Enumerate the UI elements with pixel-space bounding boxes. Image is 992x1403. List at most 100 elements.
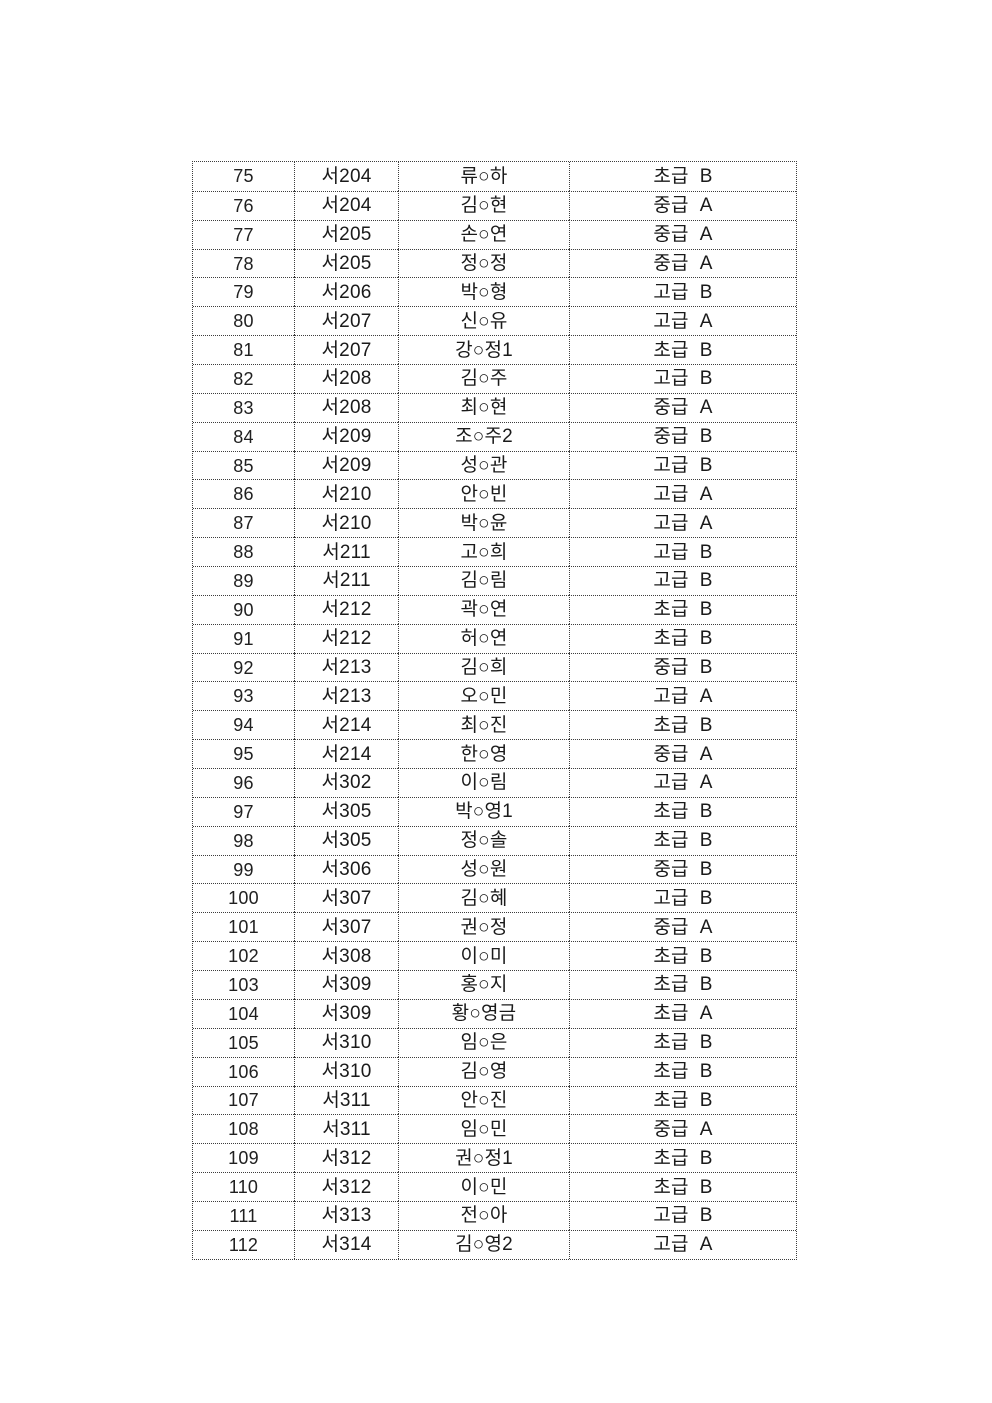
level-band-label: A	[699, 1234, 713, 1256]
level-cell: 중급 A	[569, 190, 796, 220]
student-name-cell: 이○미	[398, 941, 569, 971]
level-band-label: A	[699, 916, 713, 938]
room-code-cell: 서204	[294, 190, 398, 220]
row-number-cell: 86	[193, 479, 294, 508]
level-cell: 초급 B	[569, 335, 796, 365]
level-cell: 초급 B	[569, 1027, 796, 1057]
student-name-cell: 박○윤	[398, 508, 569, 538]
level-label: 고급	[653, 512, 689, 534]
level-label: 초급	[653, 1061, 689, 1083]
room-code-cell: 서310	[294, 1027, 398, 1057]
student-name-cell: 권○정	[398, 912, 569, 942]
room-code-cell: 서208	[294, 392, 398, 422]
student-name-cell: 안○빈	[398, 479, 569, 509]
student-name-cell: 박○형	[398, 277, 569, 307]
level-label: 중급	[653, 195, 689, 217]
level-cell: 고급 A	[569, 508, 796, 538]
level-label: 초급	[653, 714, 689, 736]
row-number-cell: 89	[193, 566, 294, 595]
room-code-cell: 서312	[294, 1172, 398, 1201]
student-name-cell: 황○영금	[398, 998, 569, 1028]
student-name-cell: 안○진	[398, 1085, 569, 1115]
student-name-cell: 최○현	[398, 392, 569, 422]
row-number-cell: 82	[193, 364, 294, 393]
level-label: 고급	[653, 368, 689, 390]
level-label: 초급	[653, 599, 689, 621]
level-label: 고급	[653, 455, 689, 477]
room-code-cell: 서206	[294, 277, 398, 307]
level-band-label: B	[699, 830, 713, 852]
row-number-cell: 75	[233, 166, 254, 187]
student-name-cell: 김○희	[398, 652, 569, 682]
level-label: 초급	[653, 945, 689, 967]
level-label: 중급	[653, 253, 689, 274]
student-name-cell: 강○정1	[398, 335, 569, 365]
level-label: 고급	[653, 541, 689, 563]
level-cell: 중급 B	[569, 421, 796, 451]
row-number-cell: 97	[193, 796, 294, 826]
row-number-cell: 93	[193, 681, 294, 710]
room-code-cell: 서214	[294, 710, 398, 740]
room-code-cell: 서311	[294, 1085, 398, 1115]
room-code-cell: 서212	[294, 623, 398, 653]
level-cell: 초급 B	[569, 1143, 796, 1173]
level-band-label: B	[699, 455, 713, 477]
room-code-cell: 서302	[294, 768, 398, 797]
student-name-cell: 곽○연	[398, 594, 569, 624]
row-number-cell: 81	[193, 335, 294, 364]
level-label: 초급	[653, 339, 689, 361]
level-label: 고급	[653, 570, 689, 592]
row-number-cell: 80	[193, 306, 294, 335]
row-number-cell: 108	[193, 1114, 294, 1143]
level-band-label: A	[699, 253, 713, 274]
room-code-cell: 서208	[294, 364, 398, 393]
row-number-cell: 96	[193, 768, 294, 797]
row-number-cell: 87	[193, 508, 294, 537]
level-cell: 초급 B	[569, 1056, 796, 1086]
level-label: 중급	[653, 859, 689, 881]
student-name-cell: 이○림	[398, 768, 569, 797]
row-number-cell: 84	[193, 421, 294, 451]
level-band-label: B	[699, 657, 713, 679]
student-name-cell: 성○관	[398, 450, 569, 480]
row-number-cell: 110	[193, 1172, 294, 1201]
student-name-cell: 고○희	[398, 537, 569, 567]
level-cell: 고급 B	[569, 364, 796, 393]
student-name-cell: 임○은	[398, 1027, 569, 1057]
level-band-label: B	[699, 1061, 713, 1083]
student-name-cell: 홍○지	[398, 970, 569, 999]
row-number-cell: 105	[193, 1027, 294, 1057]
level-cell: 초급 B	[569, 796, 796, 826]
level-label: 중급	[653, 657, 689, 679]
row-number-cell: 109	[193, 1143, 294, 1172]
row-number-cell: 76	[193, 190, 294, 220]
level-label: 중급	[653, 224, 689, 246]
level-band-label: B	[699, 801, 713, 823]
room-code-cell: 서309	[294, 970, 398, 999]
level-cell: 중급 A	[569, 739, 796, 769]
row-number-cell: 106	[193, 1056, 294, 1086]
room-code-cell: 서309	[294, 998, 398, 1028]
level-label: 초급	[653, 1089, 689, 1111]
room-code-cell: 서307	[294, 883, 398, 913]
level-cell: 초급 B	[569, 594, 796, 624]
room-code-cell: 서212	[294, 594, 398, 624]
row-number-cell: 90	[193, 594, 294, 624]
student-name-cell: 전○아	[398, 1200, 569, 1230]
level-label: 초급	[653, 1176, 689, 1198]
level-band-label: A	[699, 1003, 713, 1025]
student-name-cell: 김○주	[398, 364, 569, 393]
student-name-cell: 신○유	[398, 306, 569, 336]
row-number-cell: 103	[193, 970, 294, 999]
level-label: 초급	[653, 1032, 689, 1054]
level-cell: 중급 B	[569, 652, 796, 682]
level-cell: 초급 B	[569, 710, 796, 740]
level-band-label: A	[699, 224, 713, 246]
room-code-cell: 서213	[294, 652, 398, 682]
row-number-cell: 77	[193, 219, 294, 249]
room-code-cell: 서213	[294, 681, 398, 711]
room-code-cell: 서204	[294, 162, 398, 191]
level-band-label: A	[699, 195, 713, 217]
roster-table: 75 서204 류○하 초급 B 76 서204 김○현 중급 A 77 서20…	[192, 161, 797, 1260]
room-code-cell: 서305	[294, 796, 398, 826]
